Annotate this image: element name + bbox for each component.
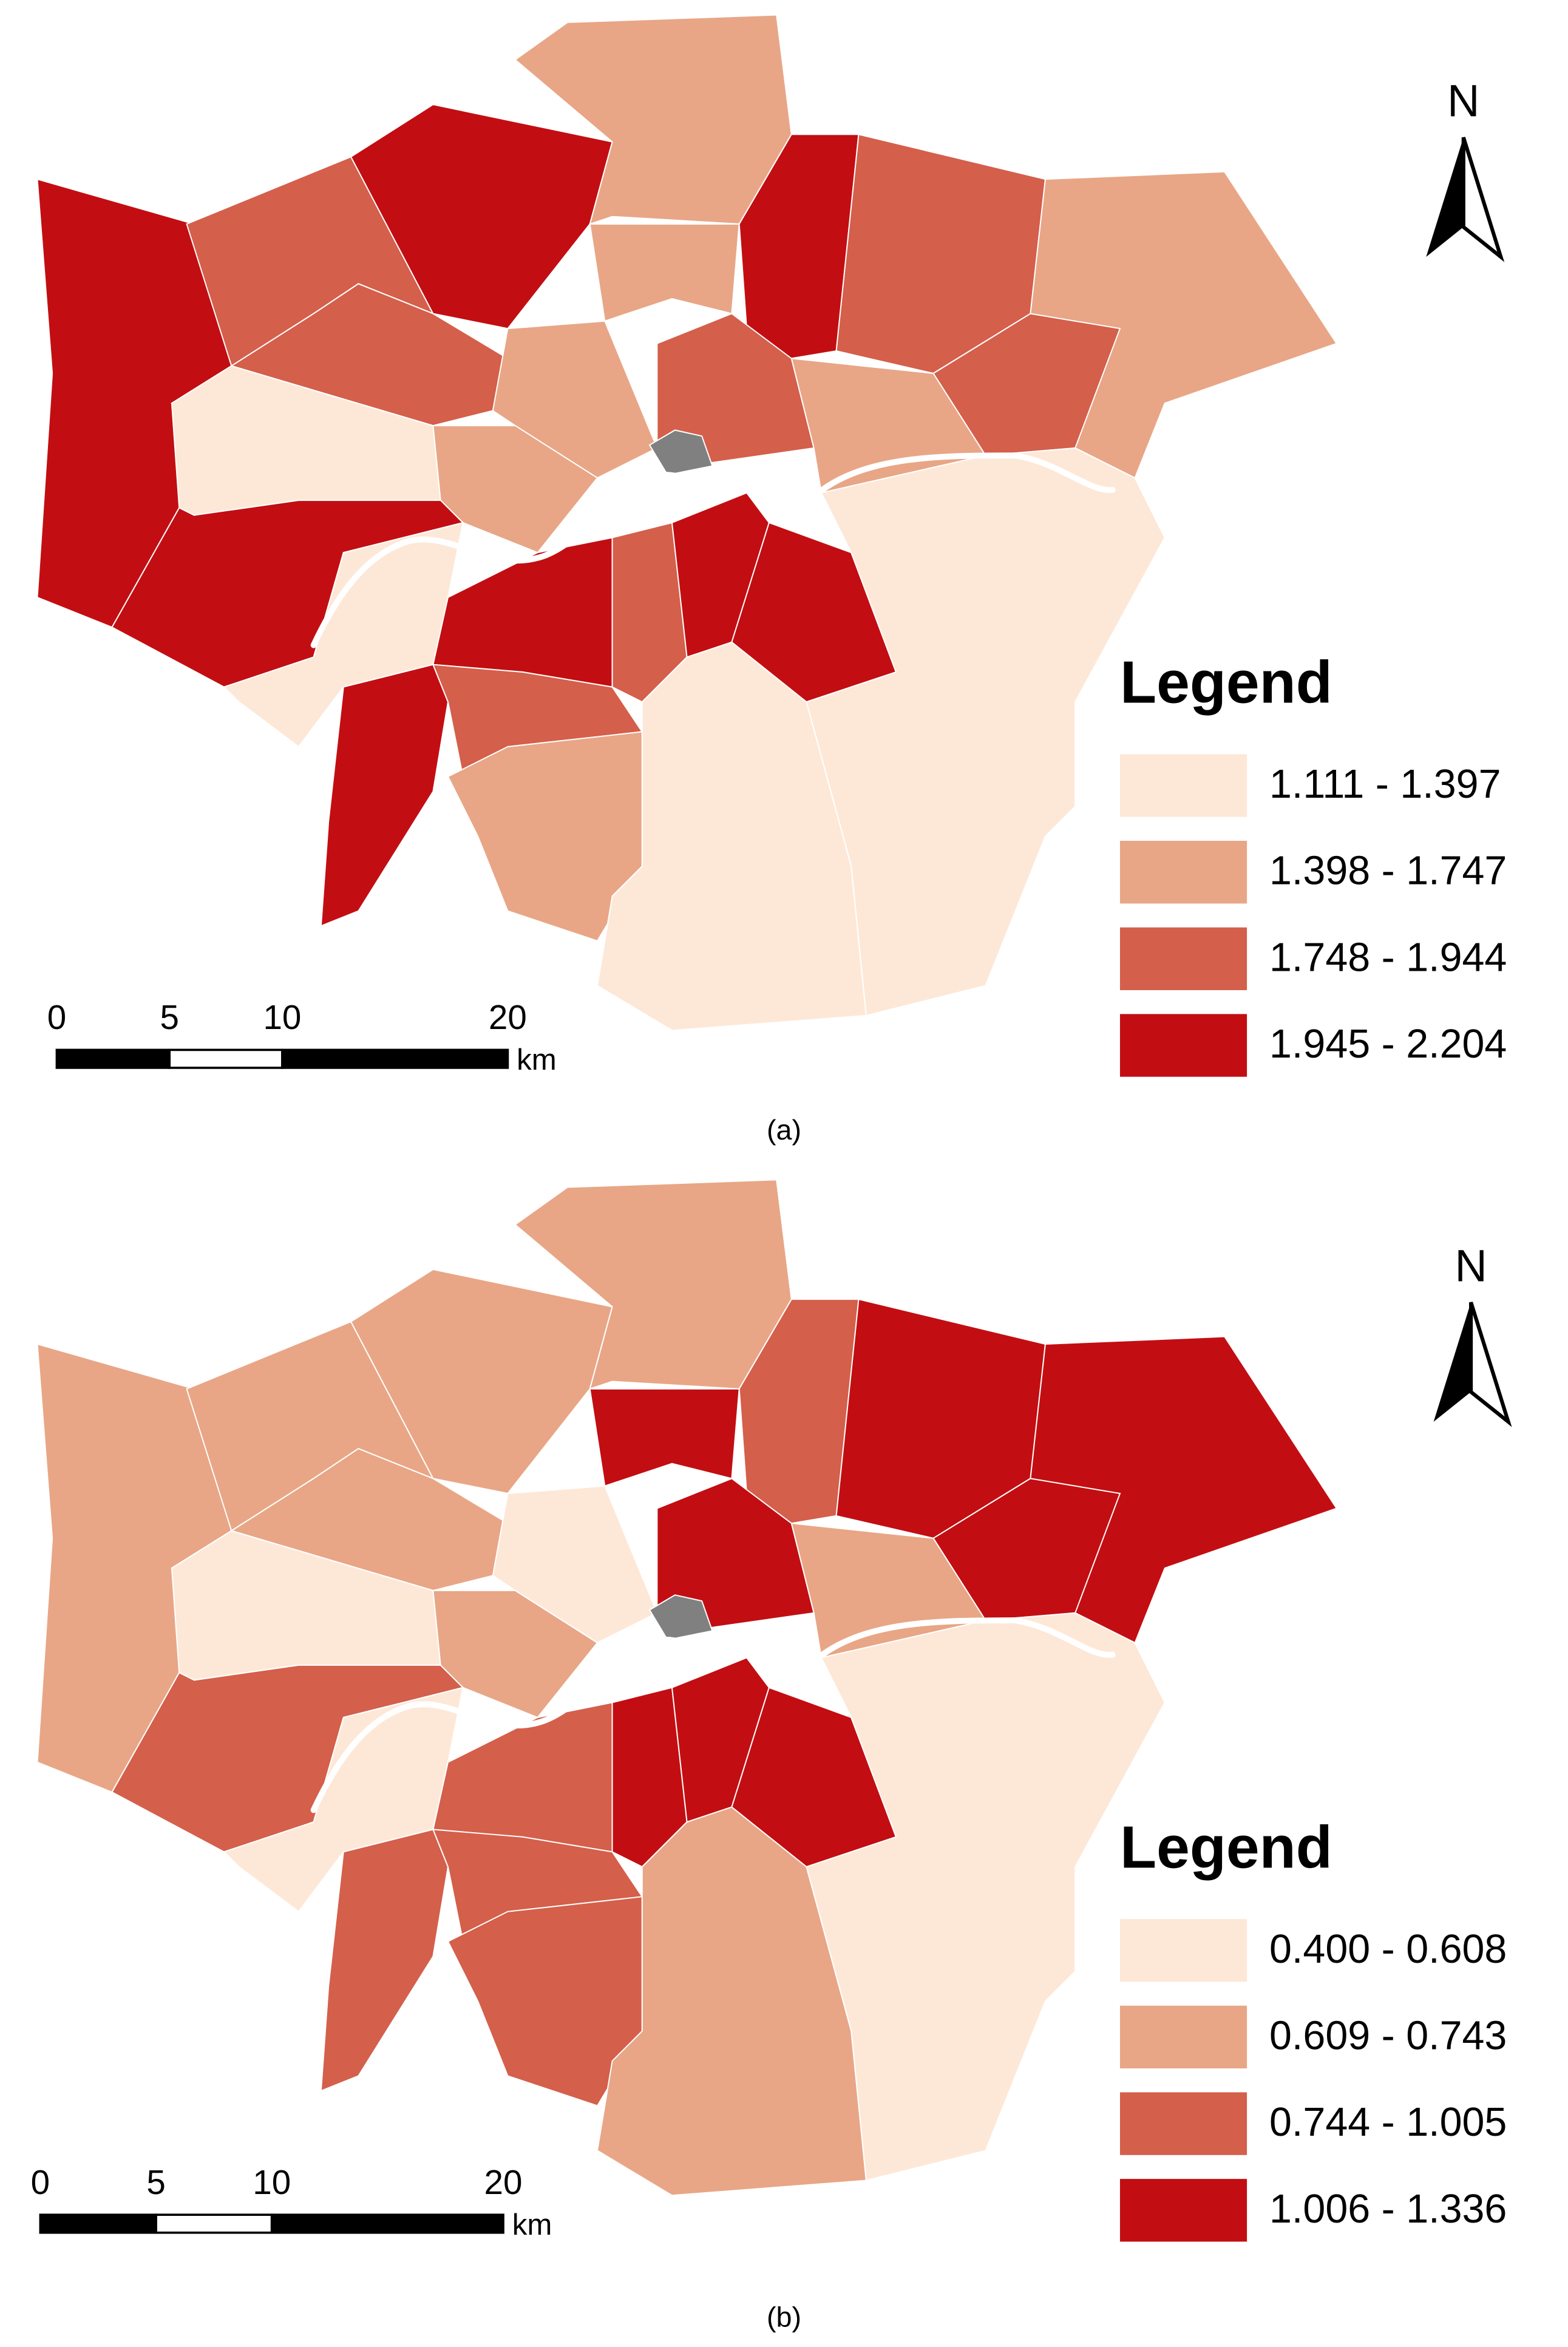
legend-swatch	[1120, 1919, 1247, 1982]
map-panel: N Legend 1.111 - 1.397 1.398 - 1.747 1.748 -…	[36, 14, 1507, 1146]
panel-caption: (b)	[767, 2301, 801, 2333]
scale-segment	[270, 2213, 504, 2234]
borough	[320, 1829, 449, 2091]
north-label: N	[1447, 76, 1479, 126]
legend-swatch	[1120, 840, 1247, 904]
map-panel: N Legend 0.400 - 0.608 0.609 - 0.743 0.744 -…	[31, 1179, 1509, 2333]
legend-label: 1.111 - 1.397	[1269, 762, 1501, 807]
borough	[806, 1612, 1166, 2181]
scale-segment	[39, 2213, 157, 2234]
scale-unit: km	[512, 2208, 552, 2241]
scale-tick-label: 5	[160, 998, 178, 1036]
scale-segment	[155, 2213, 273, 2234]
legend-label: 1.748 - 1.944	[1269, 935, 1507, 980]
scale-unit: km	[517, 1043, 557, 1076]
borough	[589, 223, 740, 322]
panel-caption: (a)	[767, 1114, 801, 1146]
legend-label: 1.398 - 1.747	[1269, 849, 1507, 894]
legend-swatch	[1120, 2092, 1247, 2155]
scale-tick-label: 0	[47, 998, 66, 1036]
legend-label: 0.744 - 1.005	[1269, 2100, 1507, 2145]
legend-title: Legend	[1120, 1813, 1332, 1880]
legend-label: 1.006 - 1.336	[1269, 2187, 1507, 2232]
legend-swatch	[1120, 927, 1247, 990]
scale-tick-label: 10	[253, 2163, 291, 2201]
scale-tick-label: 20	[489, 998, 527, 1036]
legend-label: 1.945 - 2.204	[1269, 1022, 1507, 1067]
legend-swatch	[1120, 2179, 1247, 2242]
scale-tick-label: 5	[146, 2163, 165, 2201]
borough	[320, 664, 449, 927]
scale-segment	[281, 1048, 509, 1069]
scale-tick-label: 10	[263, 998, 301, 1036]
north-arrow	[1426, 137, 1501, 257]
legend-label: 0.400 - 0.608	[1269, 1927, 1507, 1972]
scale-tick-label: 20	[484, 2163, 523, 2201]
scale-tick-label: 0	[31, 2163, 50, 2201]
figure-body: N Legend 1.111 - 1.397 1.398 - 1.747 1.748 -…	[31, 14, 1509, 2333]
north-label: N	[1454, 1241, 1487, 1291]
legend-swatch	[1120, 1014, 1247, 1077]
scale-segment	[55, 1048, 171, 1069]
legend-swatch	[1120, 754, 1247, 817]
legend-title: Legend	[1120, 649, 1332, 716]
north-arrow	[1434, 1302, 1509, 1422]
borough	[806, 447, 1166, 1016]
scale-segment	[168, 1048, 283, 1069]
borough	[589, 1388, 740, 1487]
legend-label: 0.609 - 0.743	[1269, 2013, 1507, 2058]
legend-swatch	[1120, 2005, 1247, 2069]
